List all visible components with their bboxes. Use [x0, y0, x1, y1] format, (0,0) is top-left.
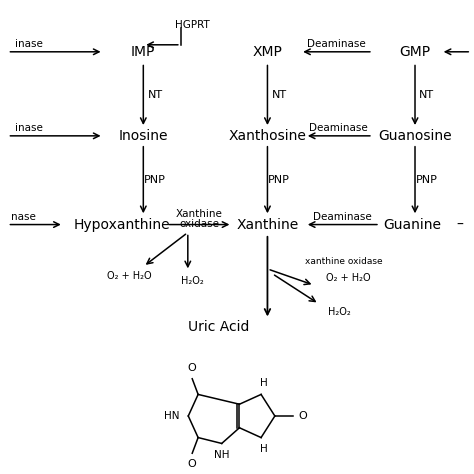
- Text: Guanine: Guanine: [383, 218, 442, 232]
- Text: Xanthine: Xanthine: [237, 218, 299, 232]
- Text: Uric Acid: Uric Acid: [188, 320, 249, 334]
- Text: O: O: [298, 411, 307, 421]
- Text: Guanosine: Guanosine: [378, 129, 452, 143]
- Text: PNP: PNP: [268, 175, 290, 185]
- Text: Hypoxanthine: Hypoxanthine: [74, 218, 171, 232]
- Text: Deaminase: Deaminase: [307, 39, 365, 49]
- Text: nase: nase: [11, 211, 36, 222]
- Text: O: O: [188, 363, 197, 373]
- Text: HGPRT: HGPRT: [175, 20, 210, 30]
- Text: O₂ + H₂O: O₂ + H₂O: [107, 271, 152, 281]
- Text: Deaminase: Deaminase: [313, 211, 372, 222]
- Text: Deaminase: Deaminase: [309, 123, 368, 133]
- Text: inase: inase: [15, 123, 43, 133]
- Text: NT: NT: [272, 90, 287, 100]
- Text: O₂ + H₂O: O₂ + H₂O: [326, 273, 371, 283]
- Text: Inosine: Inosine: [118, 129, 168, 143]
- Text: PNP: PNP: [416, 175, 438, 185]
- Text: XMP: XMP: [253, 45, 283, 59]
- Text: PNP: PNP: [144, 175, 166, 185]
- Text: NT: NT: [419, 90, 434, 100]
- Text: NT: NT: [147, 90, 163, 100]
- Text: O: O: [188, 459, 197, 469]
- Text: HN: HN: [164, 411, 180, 421]
- Text: H₂O₂: H₂O₂: [328, 307, 351, 317]
- Text: GMP: GMP: [400, 45, 430, 59]
- Text: H: H: [260, 378, 267, 388]
- Text: NH: NH: [214, 450, 229, 460]
- Text: oxidase: oxidase: [180, 219, 219, 228]
- Text: H₂O₂: H₂O₂: [181, 275, 204, 286]
- Text: Xanthosine: Xanthosine: [228, 129, 306, 143]
- Text: Xanthine: Xanthine: [176, 209, 223, 219]
- Text: inase: inase: [15, 39, 43, 49]
- Text: –: –: [456, 218, 463, 232]
- Text: H: H: [260, 444, 267, 454]
- Text: IMP: IMP: [131, 45, 155, 59]
- Text: xanthine oxidase: xanthine oxidase: [305, 257, 383, 266]
